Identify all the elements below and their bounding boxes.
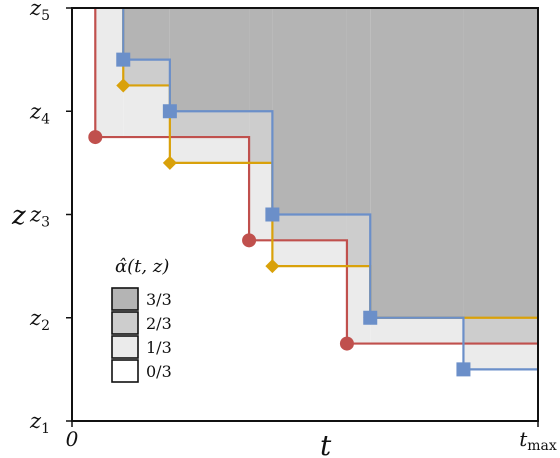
y-tick-label: z5 — [29, 0, 50, 24]
legend-label: 2/3 — [146, 314, 172, 333]
coverage-band — [169, 137, 250, 163]
coverage-regions — [95, 8, 538, 370]
coverage-band — [249, 111, 273, 163]
legend-title: α̂(t, z) — [115, 256, 169, 277]
coverage-band — [346, 214, 371, 267]
coverage-band — [249, 162, 273, 241]
coverage-band — [272, 240, 347, 267]
coverage-band — [123, 8, 170, 60]
legend-swatch — [111, 335, 139, 359]
legend: α̂(t, z) 3/3 2/3 1/3 0/3 — [111, 256, 172, 383]
coverage-band — [370, 317, 464, 344]
diamond-marker — [162, 155, 177, 170]
coverage-band — [272, 214, 347, 241]
x-tick-labels: 0 tmax — [66, 421, 557, 454]
coverage-band — [169, 111, 250, 138]
coverage-band — [463, 343, 538, 370]
coverage-band — [346, 8, 371, 215]
coverage-band — [169, 8, 250, 112]
y-tick-labels: z1 z2 z3 z4 z5 — [29, 0, 72, 437]
coverage-band — [346, 266, 371, 344]
y-tick-label: z4 — [29, 99, 50, 127]
circle-marker — [88, 130, 103, 145]
circle-marker — [242, 233, 257, 248]
square-marker — [162, 104, 177, 119]
x-axis-title: t — [320, 429, 332, 458]
circle-marker — [339, 336, 354, 351]
square-marker — [456, 362, 471, 377]
y-axis-title: z — [11, 201, 26, 231]
legend-swatch — [111, 287, 139, 311]
coverage-band — [123, 85, 170, 138]
legend-label: 3/3 — [146, 290, 172, 309]
coverage-band — [370, 8, 464, 318]
coverage-band — [463, 317, 538, 344]
x-tick-label: 0 — [66, 427, 79, 451]
coverage-band — [463, 8, 538, 318]
legend-label: 1/3 — [146, 338, 172, 357]
legend-swatch — [111, 311, 139, 335]
coverage-band — [123, 59, 170, 86]
markers — [88, 52, 471, 377]
y-tick-label: z3 — [29, 203, 50, 231]
diamond-marker — [265, 259, 280, 274]
y-tick-label: z1 — [29, 409, 50, 437]
y-tick-label: z2 — [29, 306, 50, 334]
square-marker — [116, 52, 131, 67]
square-marker — [265, 207, 280, 222]
legend-label: 0/3 — [146, 362, 172, 381]
coverage-band — [272, 8, 347, 215]
legend-swatch — [111, 359, 139, 383]
coverage-band — [95, 8, 124, 138]
diamond-marker — [116, 78, 131, 93]
x-tick-label: tmax — [519, 427, 557, 454]
coverage-band — [249, 8, 273, 112]
square-marker — [363, 310, 378, 325]
